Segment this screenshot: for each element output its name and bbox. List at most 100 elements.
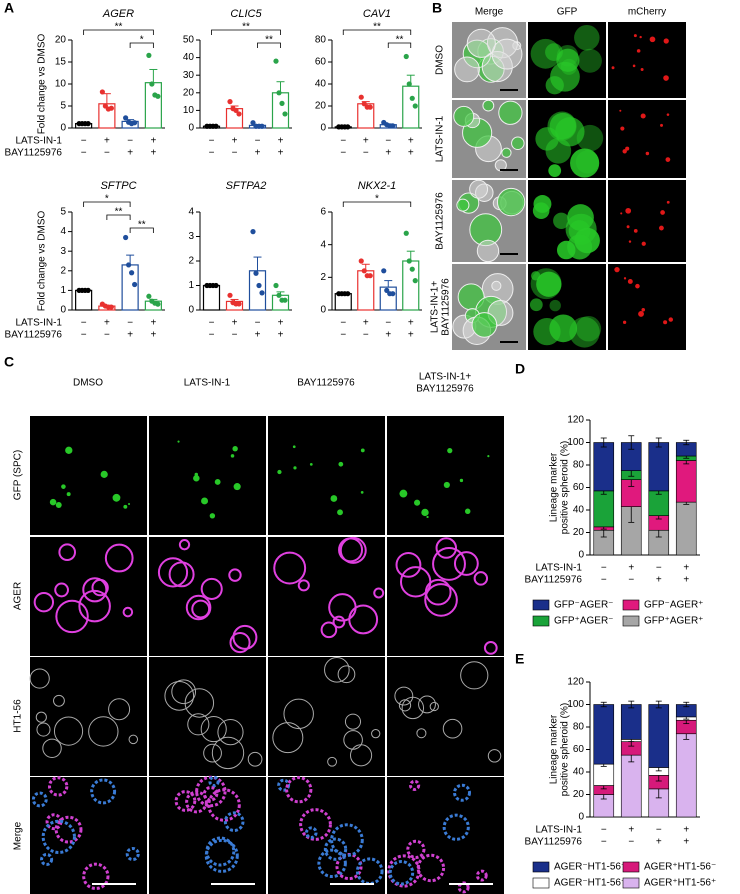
- cell-feature: [55, 502, 62, 508]
- row-label: LATS-IN-1: [435, 115, 446, 162]
- cell-feature: [304, 826, 318, 839]
- legend-label: GFP⁺AGER⁺: [644, 616, 703, 627]
- cell-feature: [214, 479, 221, 485]
- cell-feature: [108, 698, 131, 721]
- cell-feature: [535, 127, 559, 151]
- micrograph: [30, 416, 147, 535]
- cell-feature: [435, 537, 458, 559]
- cell-feature: [338, 461, 344, 467]
- cell-feature: [511, 136, 525, 151]
- data-point: [345, 124, 351, 130]
- condition-sign: +: [628, 563, 634, 574]
- condition-sign: −: [656, 563, 662, 574]
- data-point: [276, 292, 282, 298]
- cell-feature: [663, 320, 668, 325]
- cell-feature: [548, 164, 562, 178]
- data-point: [409, 266, 415, 272]
- cell-feature: [41, 819, 76, 854]
- cell-feature: [640, 113, 646, 119]
- cell-feature: [622, 320, 627, 324]
- y-axis-label: Fold change vs DMSO: [37, 210, 48, 311]
- cell-feature: [569, 317, 600, 348]
- cell-feature: [285, 776, 313, 804]
- condition-sign: +: [232, 136, 238, 147]
- cell-feature: [633, 229, 638, 233]
- legend-label: GFP⁻AGER⁻: [554, 600, 613, 611]
- cell-feature: [556, 48, 580, 72]
- data-point: [227, 292, 233, 298]
- data-point: [155, 301, 161, 307]
- cell-feature: [395, 551, 422, 578]
- cell-feature: [328, 593, 357, 622]
- micrograph: [268, 416, 385, 535]
- column-header: Merge: [475, 7, 504, 18]
- condition-sign: −: [628, 575, 634, 586]
- data-point: [390, 291, 396, 297]
- cell-feature: [203, 743, 222, 763]
- cell-feature: [453, 551, 479, 576]
- data-point: [259, 290, 265, 296]
- condition-sign: +: [255, 330, 261, 341]
- condition-sign: −: [232, 148, 238, 159]
- cell-feature: [191, 599, 211, 619]
- condition-sign: −: [81, 330, 87, 341]
- data-point: [345, 291, 351, 297]
- cell-feature: [473, 571, 489, 586]
- condition-sign: +: [656, 837, 662, 848]
- cell-feature: [640, 67, 644, 71]
- significance-label: *: [140, 35, 144, 46]
- significance-label: **: [373, 22, 381, 33]
- cell-feature: [35, 711, 47, 723]
- cell-feature: [371, 729, 381, 739]
- micrograph: [387, 777, 504, 894]
- cell-feature: [466, 28, 496, 58]
- condition-sign: +: [683, 825, 689, 836]
- column-header: DMSO: [73, 378, 103, 389]
- cell-feature: [230, 454, 235, 458]
- cell-feature: [483, 641, 498, 655]
- data-point: [273, 282, 279, 289]
- y-tick-label: 40: [183, 52, 195, 63]
- cell-feature: [460, 661, 489, 690]
- cell-feature: [442, 718, 463, 739]
- cell-feature: [42, 738, 62, 759]
- cell-feature: [432, 546, 466, 581]
- cell-feature: [641, 241, 646, 246]
- row-label: AGER: [13, 582, 24, 610]
- cell-feature: [570, 148, 600, 178]
- cell-feature: [49, 498, 57, 506]
- row-label: LATS-IN-1+: [430, 281, 441, 333]
- condition-sign: −: [209, 136, 215, 147]
- cell-feature: [272, 722, 304, 754]
- data-point: [149, 81, 155, 87]
- condition-sign: −: [363, 330, 369, 341]
- condition-sign: −: [340, 318, 346, 329]
- significance-bracket: [106, 214, 131, 220]
- y-tick-label: 3: [60, 246, 66, 257]
- cell-feature: [443, 481, 450, 489]
- cell-feature: [128, 734, 139, 745]
- cell-feature: [660, 123, 663, 127]
- y-axis-label: positive spheroid (%): [560, 441, 571, 534]
- y-tick-label: 1: [188, 280, 194, 291]
- significance-label: **: [115, 207, 123, 218]
- significance-bracket: [342, 201, 412, 207]
- chart-title: SFTPA2: [226, 180, 267, 192]
- condition-label: LATS-IN-1: [536, 825, 583, 836]
- cell-feature: [209, 513, 216, 519]
- cell-feature: [658, 225, 664, 231]
- cell-feature: [297, 579, 310, 592]
- chart-title: SFTPC: [100, 180, 136, 192]
- cell-feature: [498, 100, 523, 125]
- legend-swatch: [622, 599, 640, 611]
- cell-feature: [178, 539, 191, 551]
- cell-feature: [58, 543, 77, 562]
- cell-feature: [355, 857, 384, 886]
- cell-feature: [277, 469, 282, 475]
- cell-feature: [633, 34, 637, 38]
- cell-feature: [171, 679, 197, 705]
- cell-feature: [639, 35, 642, 39]
- cell-feature: [641, 308, 646, 312]
- cell-feature: [185, 790, 208, 814]
- y-tick-label: 0: [60, 123, 66, 134]
